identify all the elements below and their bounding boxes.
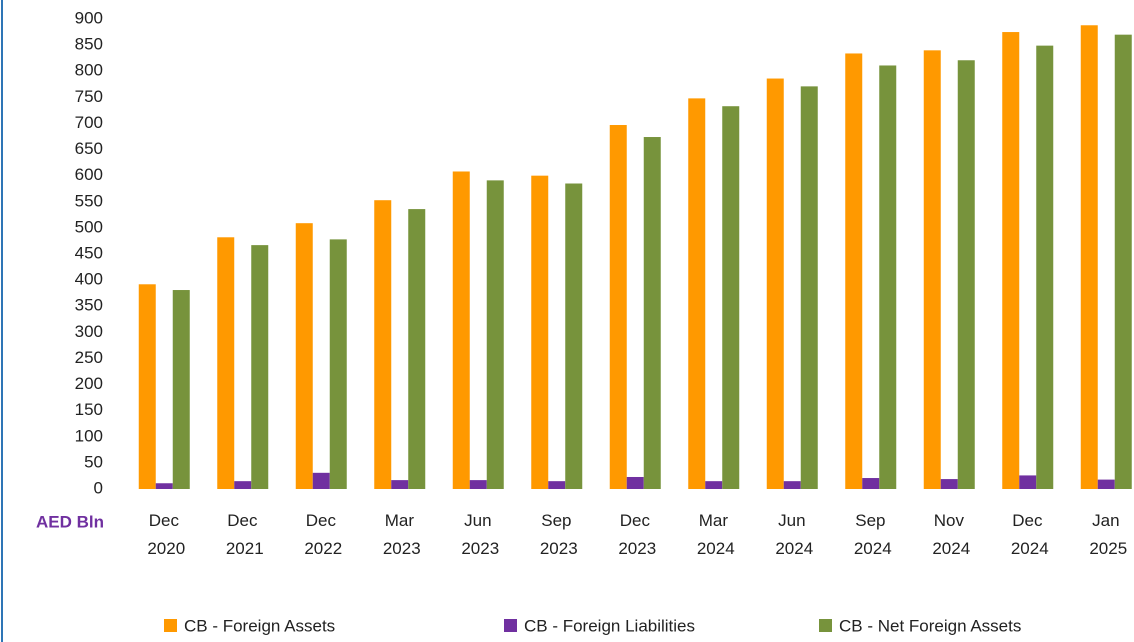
x-tick-label: Mar 2024: [697, 511, 735, 558]
x-tick-label: Jan 2025: [1089, 511, 1127, 558]
bar: [251, 245, 269, 489]
bar: [452, 171, 470, 489]
y-tick-label: 500: [75, 217, 103, 236]
x-tick-label: Mar 2023: [383, 511, 421, 558]
y-tick-label: 550: [75, 191, 103, 210]
bar: [1080, 25, 1098, 490]
bar: [923, 50, 941, 489]
bar: [138, 284, 156, 489]
y-tick-label: 250: [75, 348, 103, 367]
bar: [408, 209, 426, 490]
x-tick-label: Jun 2024: [775, 511, 813, 558]
x-tick-label: Dec 2023: [618, 511, 656, 558]
legend-label: CB - Foreign Liabilities: [524, 616, 695, 635]
x-tick-label: Dec 2024: [1011, 511, 1049, 558]
y-tick-label: 850: [75, 35, 103, 54]
bar: [766, 78, 784, 490]
y-tick-label: 800: [75, 61, 103, 80]
y-tick-label: 200: [75, 374, 103, 393]
bar: [1002, 32, 1020, 490]
legend-swatch: [164, 619, 177, 632]
y-tick-label: 0: [94, 478, 103, 497]
bar: [1114, 34, 1132, 490]
bar: [879, 65, 897, 489]
bar: [862, 478, 880, 489]
bar: [957, 60, 975, 489]
y-tick-label: 650: [75, 139, 103, 158]
bar: [469, 480, 487, 489]
x-tick-label: Nov 2024: [932, 511, 970, 558]
bar: [643, 137, 661, 489]
x-tick-label: Jun 2023: [461, 511, 499, 558]
bar: [391, 480, 409, 489]
x-tick-label: Dec 2020: [147, 511, 185, 558]
bar: [940, 479, 958, 489]
bar: [217, 237, 235, 489]
bar: [1019, 475, 1037, 489]
bar: [800, 86, 818, 489]
x-tick-label: Sep 2024: [854, 511, 892, 558]
y-tick-label: 50: [84, 452, 103, 471]
y-axis-label: AED Bln: [36, 512, 104, 531]
bar: [486, 180, 504, 489]
bar: [531, 175, 549, 489]
bar: [1036, 45, 1054, 490]
y-tick-label: 450: [75, 243, 103, 262]
bar: [845, 53, 863, 489]
legend-label: CB - Net Foreign Assets: [839, 616, 1021, 635]
legend-swatch: [819, 619, 832, 632]
bar: [705, 481, 723, 489]
bar: [155, 483, 173, 489]
y-tick-label: 350: [75, 296, 103, 315]
bar: [295, 223, 313, 489]
bar: [609, 125, 627, 489]
y-tick-label: 700: [75, 113, 103, 132]
bar: [548, 481, 566, 489]
bar: [783, 481, 801, 489]
x-tick-label: Dec 2022: [304, 511, 342, 558]
y-tick-label: 300: [75, 322, 103, 341]
bar: [626, 476, 644, 489]
y-tick-label: 750: [75, 87, 103, 106]
bar: [565, 183, 583, 489]
bar: [234, 481, 252, 489]
y-tick-label: 100: [75, 426, 103, 445]
x-tick-label: Dec 2021: [226, 511, 264, 558]
bar: [722, 106, 740, 489]
y-tick-label: 400: [75, 270, 103, 289]
bar: [329, 239, 347, 489]
bar: [374, 200, 392, 489]
y-tick-label: 900: [75, 8, 103, 27]
bar: [688, 98, 706, 489]
legend-swatch: [504, 619, 517, 632]
y-tick-label: 600: [75, 165, 103, 184]
y-tick-label: 150: [75, 400, 103, 419]
legend-label: CB - Foreign Assets: [184, 616, 335, 635]
bar: [312, 472, 330, 489]
x-tick-label: Sep 2023: [540, 511, 578, 558]
bar: [172, 290, 190, 489]
bar: [1097, 479, 1115, 489]
